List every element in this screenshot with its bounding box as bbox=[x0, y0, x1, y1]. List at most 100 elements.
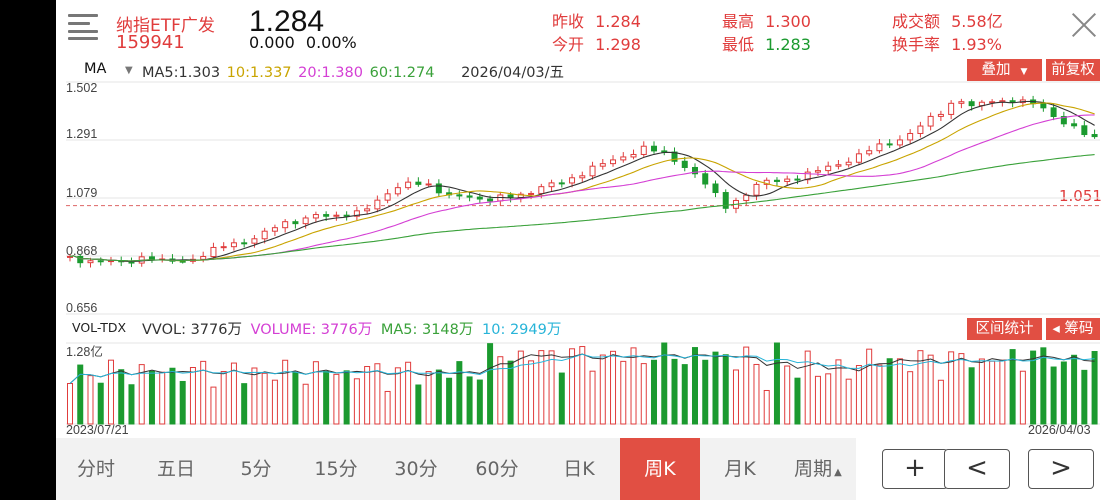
volume-bar bbox=[394, 367, 401, 425]
caret-up-icon: ▲ bbox=[834, 467, 842, 478]
indicator-selector[interactable]: MA ▼ bbox=[84, 61, 133, 77]
tab-weekly[interactable]: 周K bbox=[620, 438, 700, 500]
candle-body bbox=[569, 177, 576, 184]
candle-body bbox=[210, 246, 217, 258]
interval-stats-button[interactable]: 区间统计 bbox=[967, 318, 1042, 340]
volume-bar bbox=[1091, 351, 1098, 425]
volume-bar bbox=[743, 346, 750, 425]
volume-bar bbox=[466, 376, 473, 425]
tab-60min[interactable]: 60分 bbox=[475, 458, 519, 480]
candle-body bbox=[794, 178, 801, 181]
volume-bar bbox=[896, 358, 903, 425]
candle-body bbox=[230, 242, 237, 248]
volume-max-label: 1.28亿 bbox=[66, 345, 103, 359]
volume-bar bbox=[1050, 366, 1057, 425]
adjust-button[interactable]: 前复权 bbox=[1046, 59, 1100, 81]
overlay-button[interactable]: 叠加 ▼ bbox=[967, 59, 1042, 81]
volume-bar bbox=[292, 372, 299, 425]
volume-bar bbox=[937, 379, 944, 425]
volume-bar bbox=[1081, 369, 1088, 425]
volume-bar bbox=[958, 353, 965, 425]
change-value: 0.000 bbox=[249, 33, 295, 52]
volume-bar bbox=[845, 378, 852, 425]
volume-bar bbox=[435, 369, 442, 425]
price-tick-top: 1.502 bbox=[66, 81, 98, 95]
volume-bars bbox=[67, 342, 1098, 425]
candle-body bbox=[282, 221, 289, 229]
scroll-left-button[interactable]: < bbox=[944, 449, 1010, 489]
candle-body bbox=[989, 101, 996, 104]
candle-body bbox=[343, 214, 350, 217]
ma20-value: 20:1.380 bbox=[298, 65, 363, 81]
volume-bar bbox=[261, 372, 268, 425]
tab-monthly[interactable]: 月K bbox=[724, 458, 756, 480]
candle-body bbox=[876, 143, 883, 152]
volume-bar bbox=[732, 369, 739, 425]
volume-bar bbox=[456, 361, 463, 425]
volume-bar bbox=[1019, 370, 1026, 425]
tab-15min[interactable]: 15分 bbox=[314, 458, 358, 480]
volume-bar bbox=[804, 350, 811, 425]
chevron-down-icon: ▼ bbox=[125, 65, 133, 76]
volume-bar bbox=[948, 351, 955, 425]
candle-body bbox=[148, 256, 155, 260]
menu-icon[interactable] bbox=[68, 14, 98, 40]
volume-bar bbox=[128, 384, 135, 425]
volume-bar bbox=[538, 350, 545, 425]
chips-button[interactable]: ◂ 筹码 bbox=[1046, 318, 1100, 340]
candle-body bbox=[804, 171, 811, 181]
candle-body bbox=[548, 182, 555, 188]
tab-timeshare[interactable]: 分时 bbox=[76, 458, 115, 480]
vol-ma10-value: 10: 2949万 bbox=[482, 322, 562, 338]
tab-5min[interactable]: 5分 bbox=[240, 458, 272, 480]
tab-period[interactable]: 周期 ▲ bbox=[794, 458, 842, 480]
volume-bar bbox=[476, 379, 483, 425]
stat-turnover-amount: 成交额 5.58亿 bbox=[892, 12, 1003, 31]
candle-body bbox=[87, 260, 94, 264]
candles bbox=[67, 95, 1098, 268]
volume-bar bbox=[415, 384, 422, 425]
candle-body bbox=[1081, 125, 1088, 136]
vol-indicator[interactable]: VOL-TDX bbox=[72, 320, 127, 335]
ref-price-label: 1.051 bbox=[1059, 187, 1102, 205]
candle-body bbox=[671, 151, 678, 162]
ma-line bbox=[69, 100, 1095, 263]
candle-body bbox=[528, 192, 535, 195]
candle-body bbox=[948, 102, 955, 115]
volume-bar bbox=[691, 347, 698, 425]
volume-bar bbox=[927, 354, 934, 425]
tab-daily[interactable]: 日K bbox=[563, 458, 595, 480]
change-percent: 0.00% bbox=[305, 33, 357, 52]
candle-body bbox=[999, 100, 1006, 103]
volume-bar bbox=[978, 358, 985, 425]
volume-bar bbox=[517, 350, 524, 425]
volume-bar bbox=[1030, 350, 1037, 425]
volume-bar bbox=[67, 383, 73, 425]
candle-body bbox=[200, 256, 207, 260]
candle-body bbox=[866, 150, 873, 155]
candle-body bbox=[814, 170, 821, 173]
volume-bar bbox=[968, 367, 975, 425]
kline-chart[interactable] bbox=[56, 0, 1111, 438]
volume-bar bbox=[364, 366, 371, 425]
chevron-down-icon: ▼ bbox=[1020, 67, 1028, 77]
zoom-in-button[interactable]: + bbox=[882, 449, 948, 489]
volume-bar bbox=[722, 354, 729, 425]
volume-bar bbox=[384, 390, 391, 425]
stat-low: 最低 1.283 bbox=[722, 35, 811, 54]
volume-bar bbox=[107, 359, 114, 425]
volume-bar bbox=[835, 359, 842, 425]
candle-body bbox=[476, 196, 483, 200]
candle-body bbox=[456, 194, 463, 197]
tab-five-day[interactable]: 五日 bbox=[156, 458, 195, 480]
volume-bar bbox=[374, 363, 381, 425]
volume-bar bbox=[353, 378, 360, 425]
volume-ma-lines bbox=[69, 353, 1095, 384]
volume-bar bbox=[630, 347, 637, 425]
candle-body bbox=[364, 208, 371, 212]
candle-body bbox=[651, 145, 658, 152]
scroll-right-button[interactable]: > bbox=[1028, 449, 1094, 489]
tab-30min[interactable]: 30分 bbox=[394, 458, 438, 480]
candle-body bbox=[620, 156, 627, 161]
candle-body bbox=[743, 194, 750, 201]
